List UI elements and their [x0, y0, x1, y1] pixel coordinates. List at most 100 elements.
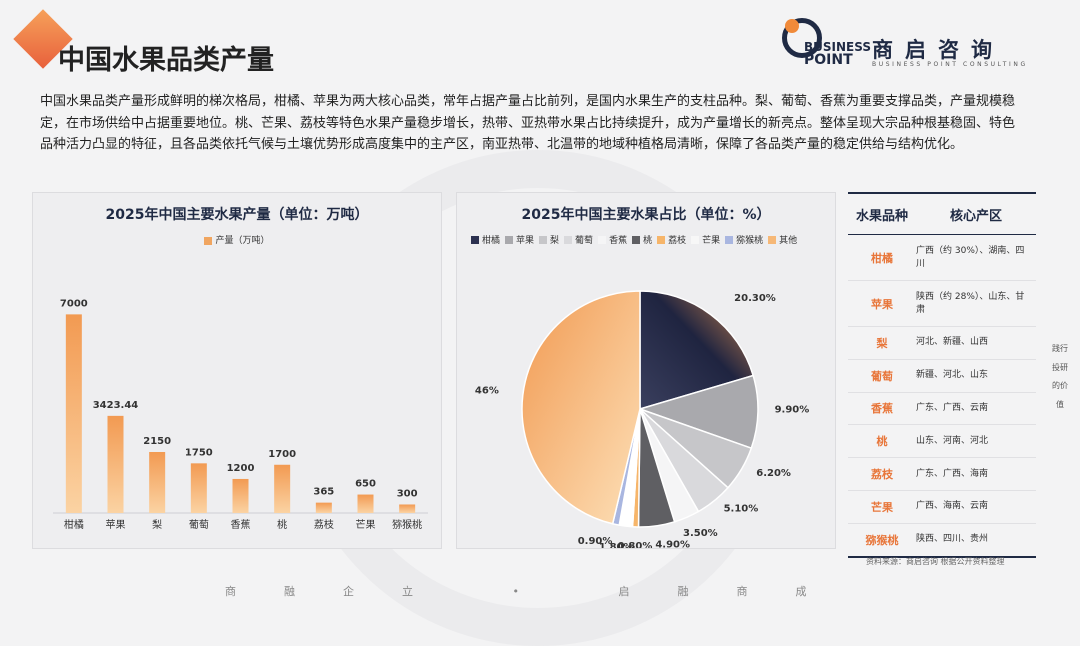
bar-category-label: 苹果 — [106, 518, 126, 531]
table-cell-fruit: 葡萄 — [871, 369, 893, 383]
legend-swatch — [691, 235, 700, 244]
bar-苹果 — [107, 415, 124, 513]
pie-slice-柑橘 — [639, 290, 755, 411]
table-cell-region: 陕西（约 28%）、山东、甘肃 — [916, 291, 1025, 315]
legend-swatch — [539, 235, 548, 244]
footer-slogan: 商融企立 • 启融商成 — [225, 585, 855, 598]
bar-葡萄 — [190, 463, 207, 513]
bar-category-label: 柑橘 — [64, 518, 84, 531]
pie-legend-label: 荔枝 — [668, 236, 687, 246]
table-header-region: 核心产区 — [949, 208, 1002, 224]
bar-category-label: 香蕉 — [231, 519, 251, 531]
table-cell-region: 山东、河南、河北 — [916, 435, 989, 446]
bar-category-label: 梨 — [152, 518, 162, 531]
pie-slice-苹果 — [637, 374, 759, 450]
table-header-fruit: 水果品种 — [855, 208, 908, 224]
table-cell-fruit: 荔枝 — [871, 468, 893, 482]
pie-value-label: 3.50% — [683, 528, 718, 539]
pie-legend-label: 葡萄 — [575, 236, 594, 246]
table-cell-fruit: 桃 — [876, 435, 888, 449]
pie-legend-label: 其他 — [779, 236, 798, 246]
pie-legend-item: 芒果 — [691, 233, 720, 246]
pie-legend-item: 苹果 — [505, 233, 534, 246]
bar-value-label: 3423.44 — [93, 400, 139, 411]
pie-legend-item: 猕猴桃 — [725, 233, 763, 246]
pie-value-label: 4.90% — [655, 540, 690, 548]
table-cell-region: 广东、广西、云南 — [916, 402, 989, 413]
pie-value-label: 6.20% — [756, 468, 791, 479]
vertical-slogan: 践行投研的价值 — [1052, 344, 1068, 409]
bar-chart-svg: 7000 柑橘 3423.44 苹果 2150 梨 1750 葡萄 1200 香蕉 1700 桃 365… — [53, 298, 428, 531]
bar-category-label: 桃 — [277, 518, 287, 531]
table-cell-fruit: 香蕉 — [871, 402, 893, 416]
pie-legend-label: 猕猴桃 — [736, 236, 764, 246]
bar-category-label: 芒果 — [356, 518, 376, 531]
bar-柑橘 — [65, 314, 82, 513]
pie-legend-label: 梨 — [550, 236, 560, 246]
bar-香蕉 — [232, 478, 249, 513]
bar-category-label: 葡萄 — [189, 518, 209, 531]
pie-legend-label: 苹果 — [516, 236, 535, 246]
production-region-table: 水果品种 核心产区 柑橘 广西（约 30%）、湖南、四川 苹果 陕西（约 28%）、… — [848, 192, 1036, 558]
table-row: 荔枝 广东、广西、海南 — [848, 458, 1036, 491]
legend-swatch — [632, 235, 641, 244]
bar-chart-legend: 产量（万吨） — [33, 233, 441, 246]
legend-swatch — [204, 236, 213, 245]
pie-legend-item: 香蕉 — [598, 233, 627, 246]
bar-桃 — [274, 464, 291, 513]
table-row: 桃 山东、河南、河北 — [848, 425, 1036, 459]
table-row: 香蕉 广东、广西、云南 — [848, 393, 1036, 426]
logo-ring-icon — [782, 18, 822, 58]
logo-wordmark-line1: BUSINESS — [804, 40, 871, 54]
pie-value-label: 9.90% — [775, 404, 810, 415]
legend-swatch — [768, 235, 777, 244]
pie-value-label: 5.10% — [724, 504, 759, 515]
legend-swatch — [564, 235, 573, 244]
pie-value-label: 20.30% — [734, 293, 776, 304]
table-row: 柑橘 广西（约 30%）、湖南、四川 — [848, 235, 1036, 281]
pie-slice-其他 — [521, 290, 641, 525]
table-cell-fruit: 猕猴桃 — [865, 533, 899, 547]
bar-value-label: 2150 — [143, 436, 171, 447]
bar-legend-label: 产量（万吨） — [215, 236, 270, 246]
bar-梨 — [149, 451, 166, 513]
table-row: 猕猴桃 陕西、四川、贵州 — [848, 524, 1036, 558]
legend-swatch — [598, 235, 607, 244]
pie-legend-label: 香蕉 — [609, 236, 628, 246]
pie-legend-label: 桃 — [643, 236, 653, 246]
bar-value-label: 7000 — [60, 298, 88, 309]
table-row: 芒果 广西、海南、云南 — [848, 491, 1036, 524]
pie-value-label: 0.90% — [578, 536, 613, 547]
bar-value-label: 650 — [355, 479, 376, 490]
pie-legend-item: 荔枝 — [657, 233, 686, 246]
table-header: 水果品种 核心产区 — [848, 192, 1036, 235]
bar-value-label: 1200 — [227, 463, 255, 474]
table-cell-region: 陕西、四川、贵州 — [916, 534, 989, 545]
table-cell-region: 广西、海南、云南 — [916, 501, 989, 512]
legend-swatch — [471, 235, 479, 244]
pie-legend-item: 其他 — [768, 233, 797, 246]
legend-swatch — [725, 235, 734, 244]
pie-chart-title: 2025年中国主要水果占比（单位：%） — [521, 207, 771, 223]
pie-legend-label: 柑橘 — [482, 236, 501, 246]
bar-chart-panel: 2025年中国主要水果产量（单位：万吨） 产量（万吨） 7000 柑橘 3423.4… — [32, 192, 442, 549]
logo-english-name: BUSINESS POINT CONSULTING — [872, 61, 1028, 68]
bar-value-label: 365 — [313, 487, 334, 498]
bar-value-label: 1750 — [185, 447, 213, 458]
bar-荔枝 — [315, 502, 332, 513]
bar-category-label: 荔枝 — [314, 518, 334, 531]
legend-swatch — [505, 235, 514, 244]
table-cell-fruit: 苹果 — [871, 297, 893, 311]
bar-芒果 — [357, 494, 374, 513]
intro-paragraph: 中国水果品类产量形成鲜明的梯次格局，柑橘、苹果为两大核心品类，常年占据产量占比前… — [40, 94, 1016, 152]
table-cell-fruit: 柑橘 — [871, 251, 893, 265]
pie-chart-panel: 2025年中国主要水果占比（单位：%） 柑橘 苹果梨葡萄 香蕉桃荔枝 芒果 猕猴桃 其他 … — [456, 192, 836, 549]
table-row: 苹果 陕西（约 28%）、山东、甘肃 — [848, 281, 1036, 327]
pie-legend-item: 葡萄 — [564, 233, 593, 246]
pie-chart-legend: 柑橘 苹果 梨 葡萄 香蕉 桃 荔枝 芒果 猕猴桃 其他 — [471, 233, 829, 246]
pie-value-label: 1.80% — [599, 542, 634, 548]
table-row: 梨 河北、新疆、山西 — [848, 327, 1036, 360]
logo-chinese-name: 商启咨询 — [872, 38, 1004, 62]
logo-wordmark-line2: POINT — [804, 52, 853, 68]
pie-chart-svg: 20.30% 9.90% 6.20% 5.10% 3.50%4.90%0.80%1.80… — [475, 290, 810, 548]
